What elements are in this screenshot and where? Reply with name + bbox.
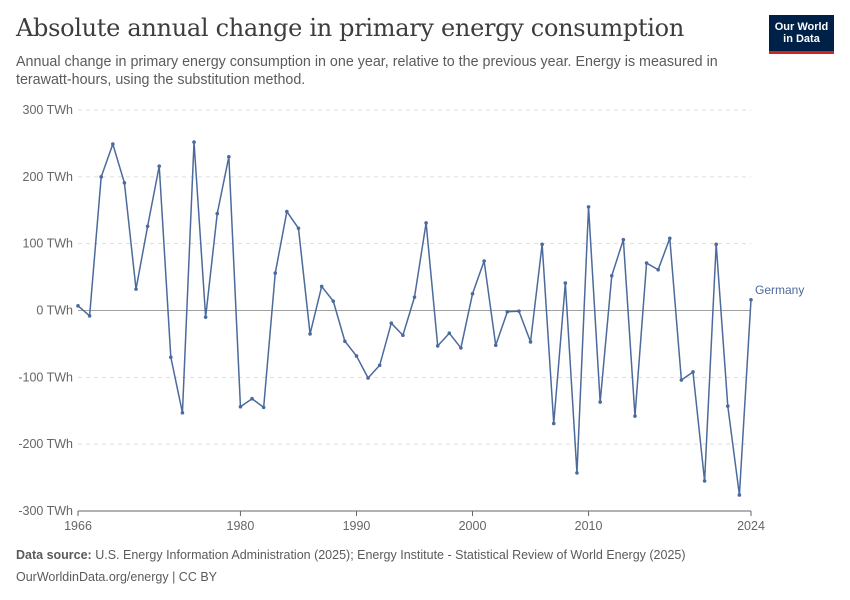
series-line-germany [77, 141, 752, 496]
y-tick-label: 100 TWh [23, 237, 74, 251]
logo-line-2: in Data [783, 33, 820, 45]
data-point[interactable] [424, 221, 428, 225]
chart-title: Absolute annual change in primary energy… [16, 14, 684, 42]
data-point[interactable] [551, 421, 556, 426]
data-point[interactable] [575, 471, 579, 475]
data-point[interactable] [377, 363, 382, 368]
x-tick-label: 2010 [575, 519, 603, 533]
data-point[interactable] [482, 259, 486, 263]
x-tick-label: 1980 [227, 519, 255, 533]
logo-line-1: Our World [774, 21, 829, 33]
data-point[interactable] [250, 396, 254, 401]
data-point[interactable] [621, 237, 626, 242]
data-point[interactable] [528, 340, 533, 344]
data-point[interactable] [366, 376, 370, 380]
data-point[interactable] [470, 291, 475, 296]
data-point[interactable] [586, 205, 591, 209]
data-point[interactable] [447, 331, 452, 336]
x-tick-label: 1966 [64, 519, 92, 533]
data-point[interactable] [87, 314, 92, 318]
data-point[interactable] [598, 400, 602, 404]
data-point[interactable] [76, 304, 80, 308]
data-point[interactable] [145, 224, 150, 229]
data-point[interactable] [343, 339, 347, 344]
data-point[interactable] [192, 140, 196, 144]
data-point[interactable] [459, 346, 463, 350]
x-tick-label: 2000 [459, 519, 487, 533]
data-source-label: Data source: [16, 548, 92, 562]
x-tick-label: 2024 [737, 519, 765, 533]
series-layer: Germany [76, 140, 804, 497]
y-tick-label: -300 TWh [18, 504, 73, 518]
data-point[interactable] [702, 479, 707, 483]
x-tick-label: 1990 [343, 519, 371, 533]
line-chart: 300 TWh 200 TWh 100 TWh 0 TWh -100 TWh -200 T… [18, 103, 804, 533]
data-point[interactable] [540, 242, 544, 247]
series-label-germany[interactable]: Germany [755, 283, 804, 297]
owid-logo[interactable]: Our World in Data [769, 15, 834, 54]
y-tick-label: 300 TWh [23, 103, 74, 117]
data-point[interactable] [285, 209, 289, 214]
data-point[interactable] [134, 287, 138, 291]
data-point[interactable] [180, 410, 185, 415]
data-point[interactable] [493, 343, 498, 348]
data-point[interactable] [157, 164, 162, 168]
data-point[interactable] [99, 175, 104, 179]
data-point[interactable] [633, 414, 637, 418]
data-point[interactable] [238, 404, 243, 409]
data-point[interactable] [563, 281, 568, 285]
data-point[interactable] [644, 261, 649, 265]
data-point[interactable] [389, 321, 394, 325]
y-axis-ticks: 300 TWh 200 TWh 100 TWh 0 TWh -100 TWh -200 T… [18, 103, 73, 518]
chart-subtitle: Annual change in primary energy consumpt… [16, 54, 718, 88]
source-url-link[interactable]: OurWorldinData.org/energy | CC BY [16, 570, 218, 584]
data-point[interactable] [679, 378, 684, 382]
x-axis-ticks: 1966 1980 1990 2000 2010 2024 [64, 510, 765, 533]
data-point[interactable] [273, 271, 278, 275]
data-point[interactable] [354, 354, 359, 358]
data-source-note: Data source: U.S. Energy Information Adm… [16, 548, 686, 562]
data-point[interactable] [749, 298, 753, 302]
data-source-text: U.S. Energy Information Administration (… [95, 548, 686, 562]
data-point[interactable] [505, 310, 510, 314]
data-point[interactable] [331, 299, 336, 303]
data-point[interactable] [667, 236, 672, 241]
gridlines [78, 109, 751, 445]
data-point[interactable] [412, 295, 417, 299]
data-point[interactable] [435, 344, 440, 348]
data-point[interactable] [227, 154, 231, 159]
data-point[interactable] [203, 315, 208, 319]
data-point[interactable] [401, 333, 405, 338]
data-point[interactable] [122, 181, 127, 185]
y-tick-label: -200 TWh [18, 437, 73, 451]
y-tick-label: -100 TWh [18, 370, 73, 384]
data-point[interactable] [215, 211, 220, 216]
data-point[interactable] [169, 355, 173, 360]
y-tick-label: 200 TWh [23, 170, 74, 184]
data-point[interactable] [319, 284, 324, 289]
data-point[interactable] [261, 405, 266, 410]
data-point[interactable] [308, 332, 312, 336]
data-point[interactable] [609, 273, 614, 278]
data-point[interactable] [111, 142, 115, 146]
data-point[interactable] [517, 309, 521, 313]
data-point[interactable] [296, 226, 301, 231]
data-point[interactable] [725, 404, 730, 408]
y-tick-label: 0 TWh [36, 304, 73, 318]
data-point[interactable] [691, 370, 695, 374]
data-point[interactable] [656, 267, 660, 272]
data-point[interactable] [737, 493, 742, 497]
data-point[interactable] [714, 242, 718, 247]
